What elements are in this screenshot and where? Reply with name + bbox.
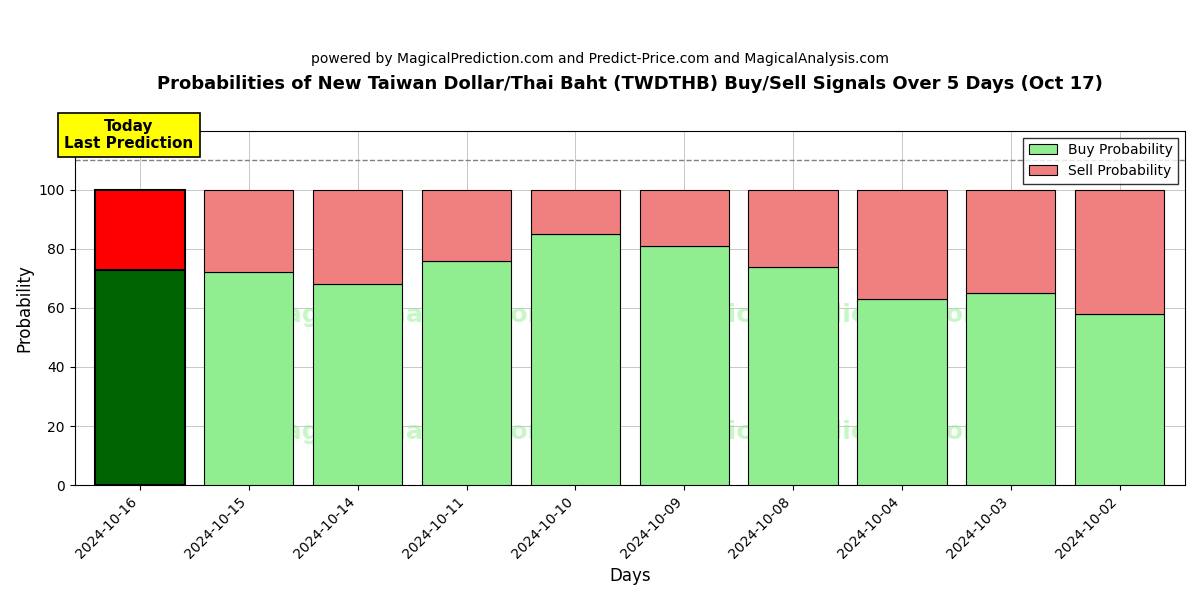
Bar (530, 234, 620, 485)
Bar (966, 293, 1056, 485)
Bar (95, 190, 185, 269)
Bar (204, 272, 294, 485)
Bar (1075, 190, 1164, 314)
Bar (204, 190, 294, 272)
Bar (857, 190, 947, 299)
Text: powered by MagicalPrediction.com and Predict-Price.com and MagicalAnalysis.com: powered by MagicalPrediction.com and Pre… (311, 52, 889, 66)
Bar (857, 299, 947, 485)
Bar (640, 246, 728, 485)
Bar (422, 260, 511, 485)
Text: MagicalPrediction.com: MagicalPrediction.com (670, 303, 990, 327)
Bar (749, 266, 838, 485)
Y-axis label: Probability: Probability (16, 264, 34, 352)
Bar (1075, 314, 1164, 485)
Legend: Buy Probability, Sell Probability: Buy Probability, Sell Probability (1024, 137, 1178, 184)
Bar (422, 190, 511, 260)
Bar (313, 190, 402, 284)
Bar (966, 190, 1056, 293)
Bar (749, 190, 838, 266)
Bar (313, 284, 402, 485)
Title: Probabilities of New Taiwan Dollar/Thai Baht (TWDTHB) Buy/Sell Signals Over 5 Da: Probabilities of New Taiwan Dollar/Thai … (157, 75, 1103, 93)
Text: Today
Last Prediction: Today Last Prediction (65, 119, 193, 151)
Bar (95, 269, 185, 485)
Text: MagicalPrediction.com: MagicalPrediction.com (670, 420, 990, 444)
Text: MagicalAnalysis.com: MagicalAnalysis.com (260, 303, 554, 327)
Bar (530, 190, 620, 234)
Bar (640, 190, 728, 246)
X-axis label: Days: Days (610, 567, 650, 585)
Text: MagicalAnalysis.com: MagicalAnalysis.com (260, 420, 554, 444)
